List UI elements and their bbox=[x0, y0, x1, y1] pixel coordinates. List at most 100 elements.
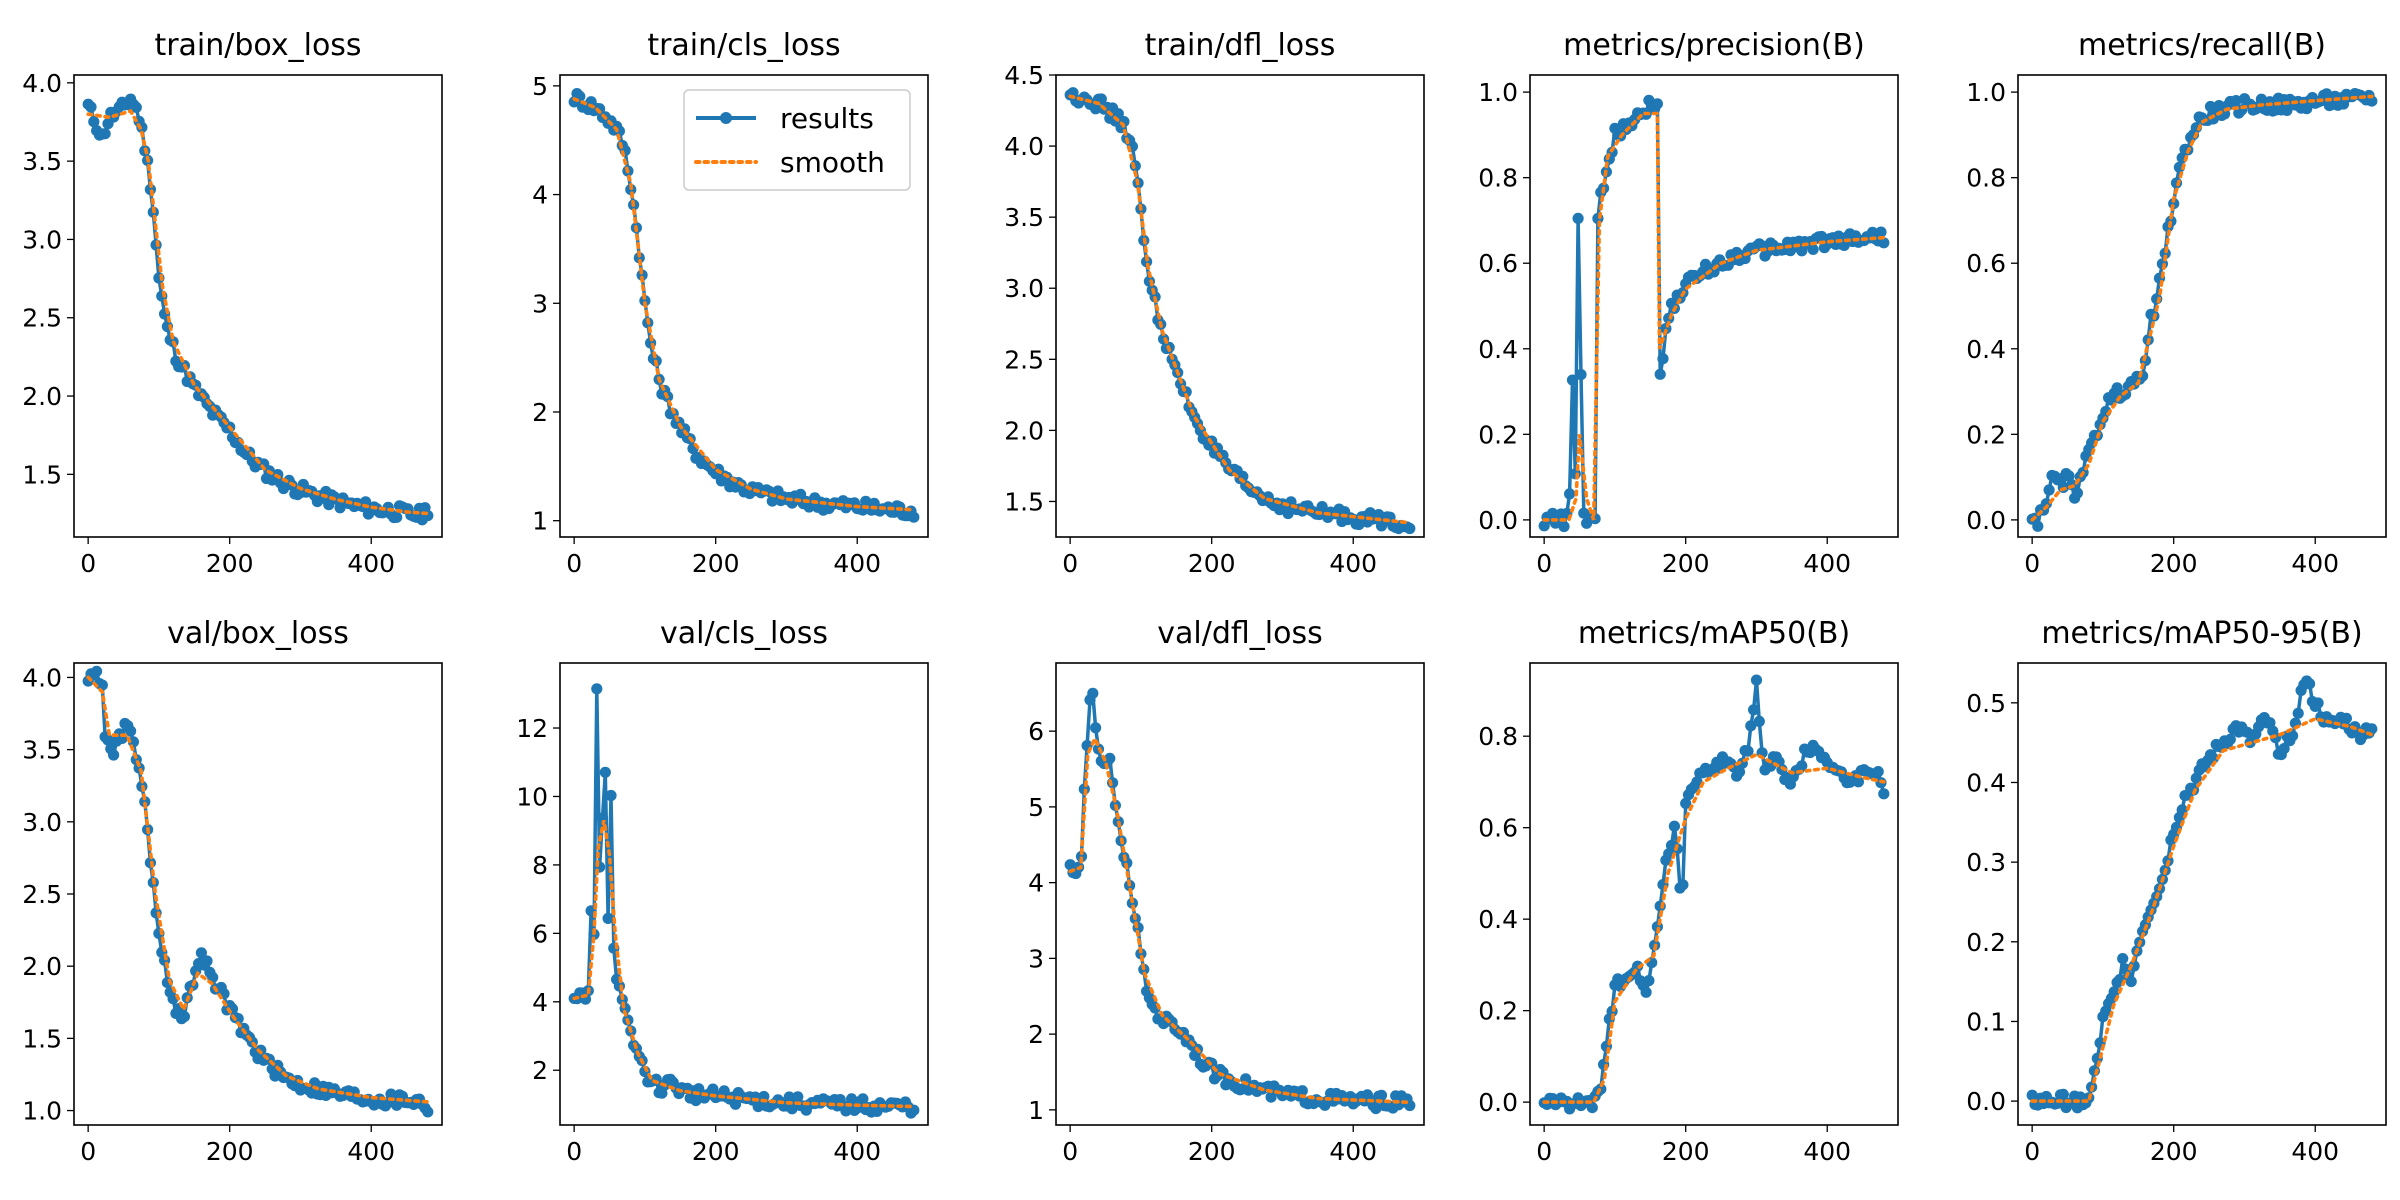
val-dfl-loss-results-line bbox=[1068, 691, 1412, 1111]
metrics-precision-b-plot-area bbox=[1538, 94, 1890, 533]
train-dfl-loss-results-point bbox=[1090, 103, 1102, 115]
metrics-map50-b-ytick-label: 0.0 bbox=[1478, 1088, 1518, 1117]
val-cls-loss-ytick-label: 12 bbox=[516, 714, 548, 743]
val-box-loss-title: val/box_loss bbox=[167, 616, 349, 651]
metrics-map50-95-b-ytick-label: 0.4 bbox=[1966, 768, 2006, 797]
train-cls-loss-ytick-label: 5 bbox=[532, 72, 548, 101]
val-box-loss-ytick-label: 3.0 bbox=[22, 808, 62, 837]
metrics-map50-95-b-results-point bbox=[2278, 743, 2290, 755]
metrics-map50-95-b-results-point bbox=[2224, 733, 2236, 746]
val-cls-loss-ytick-label: 8 bbox=[532, 851, 548, 880]
metrics-map50-b-results-line bbox=[1543, 678, 1886, 1111]
metrics-recall-b-results-point bbox=[2170, 177, 2183, 189]
metrics-recall-b-ytick-label: 1.0 bbox=[1966, 78, 2006, 107]
train-box-loss-results-point bbox=[130, 101, 142, 113]
legend-box bbox=[683, 89, 911, 191]
metrics-recall-b-ytick-label: 0.0 bbox=[1966, 506, 2006, 535]
metrics-map50-95-b-results-point bbox=[2125, 976, 2137, 988]
val-cls-loss-results-point bbox=[729, 1098, 742, 1110]
val-box-loss-panel: val/box_loss 0 200 400 1.0 1.5 2.0 2.5 3.0 3.5 4.0 bbox=[22, 616, 443, 1166]
val-dfl-loss-smooth-line bbox=[1068, 734, 1412, 1105]
train-box-loss-plot-area bbox=[82, 93, 434, 526]
val-box-loss-smooth-line bbox=[86, 675, 430, 1104]
metrics-recall-b-results-point bbox=[2032, 520, 2044, 532]
metrics-recall-b-title: metrics/recall(B) bbox=[2078, 28, 2326, 63]
metrics-map50-b-xtick-label: 0 bbox=[1536, 1137, 1552, 1166]
val-cls-loss-results-point bbox=[846, 1093, 858, 1105]
legend-results-marker bbox=[720, 112, 732, 124]
metrics-recall-b-results-point bbox=[2321, 88, 2333, 100]
metrics-precision-b-ytick-label: 0.0 bbox=[1478, 506, 1518, 535]
metrics-map50-95-b-plot-area bbox=[2026, 675, 2378, 1114]
metrics-map50-b-ytick-label: 0.4 bbox=[1478, 905, 1518, 934]
metrics-precision-b-results-point bbox=[1564, 488, 1576, 500]
val-dfl-loss-plot-area bbox=[1064, 687, 1416, 1115]
train-box-loss-smooth-line bbox=[86, 108, 430, 516]
metrics-precision-b-title: metrics/precision(B) bbox=[1563, 28, 1865, 63]
metrics-recall-b-results-point bbox=[2111, 382, 2123, 394]
metrics-precision-b-results-point bbox=[1875, 226, 1887, 238]
metrics-recall-b-smooth-line bbox=[2030, 94, 2374, 522]
metrics-map50-95-b-results-point bbox=[2304, 678, 2316, 690]
metrics-precision-b-ytick-label: 0.2 bbox=[1478, 420, 1518, 449]
metrics-recall-b-results-point bbox=[2213, 100, 2225, 112]
metrics-map50-b-results-point bbox=[1680, 797, 1692, 810]
metrics-recall-b-results-point bbox=[2255, 93, 2267, 105]
metrics-map50-95-b-ytick-label: 0.5 bbox=[1966, 689, 2006, 718]
train-dfl-loss-smooth-line bbox=[1068, 94, 1412, 525]
train-box-loss-title: train/box_loss bbox=[154, 28, 361, 63]
metrics-map50-95-b-xtick-label: 0 bbox=[2024, 1137, 2040, 1166]
metrics-map50-b-results-point bbox=[1878, 788, 1890, 800]
metrics-map50-95-b-ytick-label: 0.0 bbox=[1966, 1087, 2006, 1116]
val-box-loss-plot-area bbox=[82, 665, 434, 1118]
val-cls-loss-results-point bbox=[599, 766, 611, 778]
train-cls-loss-xtick-label: 400 bbox=[833, 549, 881, 578]
metrics-recall-b-results-point bbox=[2230, 95, 2242, 107]
train-dfl-loss-panel: train/dfl_loss 0 200 400 1.5 2.0 2.5 3.0 3.5 4.0 4… bbox=[1004, 28, 1425, 578]
train-box-loss-results-point bbox=[391, 511, 403, 523]
train-box-loss-axes-frame bbox=[73, 74, 443, 538]
train-cls-loss-ytick-label: 4 bbox=[532, 181, 548, 210]
train-dfl-loss-ytick-label: 3.0 bbox=[1004, 274, 1044, 303]
val-box-loss-ytick-label: 1.0 bbox=[22, 1097, 62, 1126]
train-box-loss-ytick-label: 2.5 bbox=[22, 304, 62, 333]
val-dfl-loss-title: val/dfl_loss bbox=[1157, 616, 1322, 651]
metrics-precision-b-smooth-line bbox=[1542, 111, 1886, 522]
metrics-precision-b-results-point bbox=[1572, 212, 1584, 224]
train-dfl-loss-ytick-label: 2.5 bbox=[1004, 345, 1044, 374]
metrics-map50-b-ytick-label: 0.6 bbox=[1478, 814, 1518, 843]
metrics-map50-b-results-point bbox=[1733, 766, 1746, 778]
metrics-recall-b-results-point bbox=[2063, 470, 2075, 482]
val-dfl-loss-ytick-label: 4 bbox=[1028, 869, 1044, 898]
metrics-map50-b-axes-frame bbox=[1529, 662, 1899, 1126]
train-dfl-loss-plot-area bbox=[1064, 87, 1416, 535]
val-cls-loss-xtick-label: 400 bbox=[833, 1137, 881, 1166]
metrics-map50-b-plot-area bbox=[1538, 674, 1890, 1115]
val-dfl-loss-results-point bbox=[1370, 1103, 1382, 1115]
train-dfl-loss-ytick-label: 4.0 bbox=[1004, 132, 1044, 161]
legend: results smooth bbox=[683, 89, 911, 191]
val-box-loss-results-point bbox=[232, 1013, 244, 1025]
metrics-map50-b-results-point bbox=[1796, 760, 1808, 772]
val-dfl-loss-ytick-label: 5 bbox=[1028, 793, 1044, 822]
metrics-precision-b-results-point bbox=[1575, 369, 1587, 381]
metrics-recall-b-xtick-label: 400 bbox=[2291, 549, 2339, 578]
val-cls-loss-xtick-label: 200 bbox=[692, 1137, 740, 1166]
train-box-loss-results-point bbox=[88, 116, 100, 128]
train-cls-loss-smooth-line bbox=[572, 97, 916, 512]
train-cls-loss-results-point bbox=[908, 511, 920, 523]
metrics-map50-95-b-results-point bbox=[2340, 712, 2352, 724]
val-dfl-loss-ytick-label: 6 bbox=[1028, 717, 1044, 746]
train-box-loss-results-point bbox=[85, 101, 97, 113]
val-box-loss-results-point bbox=[139, 796, 151, 808]
train-cls-loss-ytick-label: 2 bbox=[532, 398, 548, 427]
metrics-recall-b-results-point bbox=[2043, 484, 2055, 496]
metrics-recall-b-results-point bbox=[2071, 487, 2083, 499]
val-dfl-loss-xtick-label: 200 bbox=[1188, 1137, 1236, 1166]
val-dfl-loss-ytick-label: 1 bbox=[1028, 1096, 1044, 1125]
metrics-precision-b-results-point bbox=[1657, 353, 1669, 365]
metrics-map50-95-b-results-point bbox=[2264, 717, 2276, 729]
val-dfl-loss-axes-frame bbox=[1055, 662, 1425, 1126]
metrics-precision-b-axes-frame bbox=[1529, 74, 1899, 538]
metrics-precision-b-xtick-label: 0 bbox=[1536, 549, 1552, 578]
